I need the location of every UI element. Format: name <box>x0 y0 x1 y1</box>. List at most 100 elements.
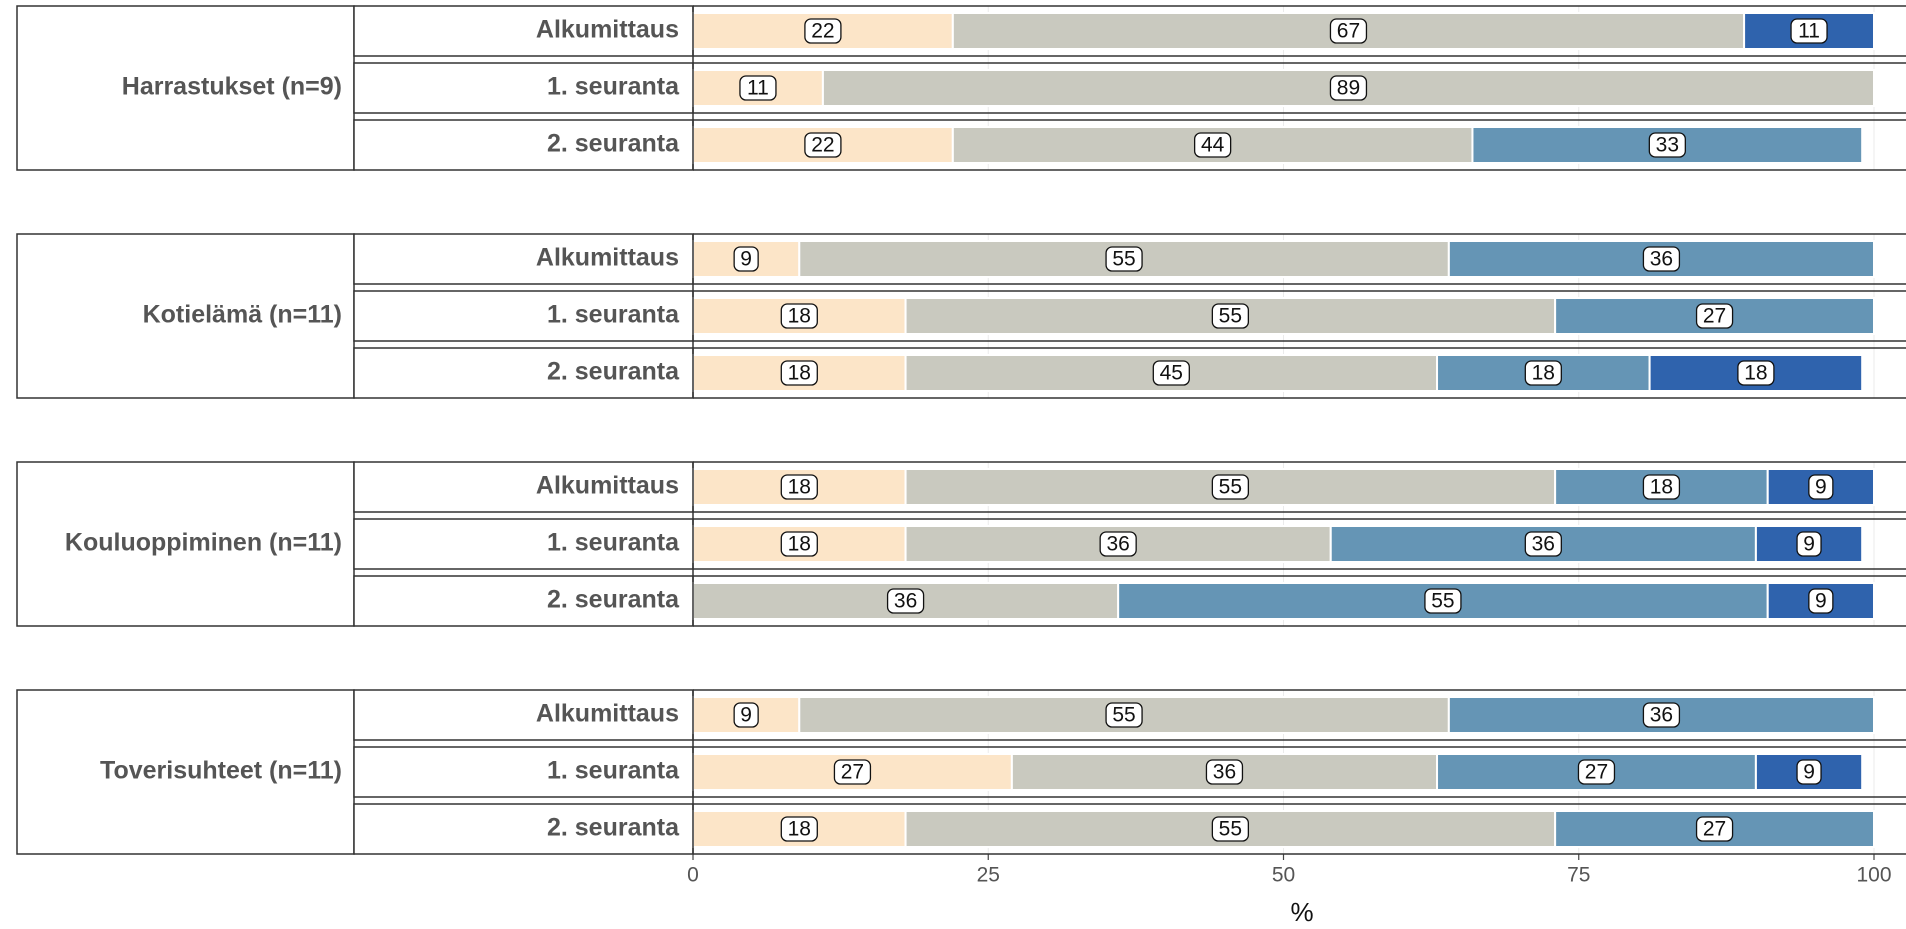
row-strip <box>353 518 694 570</box>
data-label: 36 <box>1650 704 1673 727</box>
group-label: Kouluoppiminen (n=11) <box>65 529 342 557</box>
row-label: Alkumittaus <box>536 472 679 500</box>
data-label: 11 <box>747 77 769 100</box>
data-label: 27 <box>1703 818 1726 841</box>
data-label: 18 <box>1744 362 1767 385</box>
data-label: 67 <box>1337 20 1360 43</box>
data-label-box <box>1205 759 1244 785</box>
data-label: 44 <box>1201 134 1225 157</box>
data-label-box <box>1211 303 1250 329</box>
data-label-box <box>1211 474 1250 500</box>
data-label-box <box>1790 18 1828 44</box>
data-label: 9 <box>740 248 752 271</box>
row-label: Alkumittaus <box>536 700 679 728</box>
data-label-box <box>1695 816 1734 842</box>
row-label: 1. seuranta <box>547 301 680 329</box>
data-label-box <box>1642 474 1681 500</box>
data-label-box <box>1737 360 1775 386</box>
data-label-box <box>739 75 777 101</box>
data-label-box <box>1524 531 1562 557</box>
data-label-box <box>1796 759 1822 785</box>
row-label: 2. seuranta <box>547 130 680 158</box>
data-label: 89 <box>1337 77 1360 100</box>
x-tick-label: 100 <box>1856 864 1891 887</box>
data-label: 27 <box>1703 305 1726 328</box>
x-tick-label: 50 <box>1272 864 1295 887</box>
data-label-box <box>833 759 872 785</box>
data-label-box <box>1808 474 1834 500</box>
data-label: 9 <box>1803 761 1815 784</box>
row-strip <box>353 62 694 114</box>
data-label-box <box>886 588 925 614</box>
data-label: 55 <box>1219 818 1242 841</box>
data-label: 33 <box>1656 134 1679 157</box>
data-label: 55 <box>1112 248 1135 271</box>
group-label: Kotielämä (n=11) <box>143 301 342 329</box>
data-label: 36 <box>1213 761 1236 784</box>
row-strip <box>353 803 694 855</box>
group-strip <box>16 689 355 855</box>
data-label-box <box>1642 702 1681 728</box>
data-label: 55 <box>1431 590 1454 613</box>
row-strip <box>353 746 694 798</box>
row-label: Alkumittaus <box>536 244 679 272</box>
data-label: 22 <box>811 20 834 43</box>
x-tick-label: 75 <box>1567 864 1590 887</box>
row-label: 1. seuranta <box>547 73 680 101</box>
group-strip <box>16 233 355 399</box>
data-label: 36 <box>1106 533 1129 556</box>
data-label-box <box>1796 531 1822 557</box>
data-label: 36 <box>1650 248 1673 271</box>
data-label-box <box>733 702 759 728</box>
data-label: 9 <box>1815 590 1827 613</box>
data-label: 22 <box>811 134 834 157</box>
data-label-box <box>1695 303 1734 329</box>
data-label-box <box>1193 132 1232 158</box>
data-label-box <box>1329 18 1368 44</box>
data-label: 18 <box>788 305 811 328</box>
group-label: Harrastukset (n=9) <box>122 73 342 101</box>
row-label: Alkumittaus <box>536 16 679 44</box>
data-label-box <box>1099 531 1137 557</box>
row-label: 2. seuranta <box>547 586 680 614</box>
row-label: 2. seuranta <box>547 358 680 386</box>
data-label-box <box>804 18 842 44</box>
data-label: 55 <box>1112 704 1135 727</box>
row-strip <box>353 290 694 342</box>
data-label-box <box>733 246 759 272</box>
data-label-box <box>1642 246 1681 272</box>
data-label: 18 <box>1650 476 1673 499</box>
data-label-box <box>780 531 818 557</box>
x-axis-title: % <box>1290 897 1313 927</box>
data-label: 27 <box>841 761 864 784</box>
data-label: 18 <box>788 533 811 556</box>
row-label: 2. seuranta <box>547 814 680 842</box>
row-strip <box>353 347 694 399</box>
x-tick-label: 0 <box>687 864 699 887</box>
data-label: 36 <box>894 590 917 613</box>
group-strip <box>16 5 355 171</box>
data-label: 55 <box>1219 476 1242 499</box>
data-label-box <box>1152 360 1190 386</box>
data-label-box <box>1211 816 1250 842</box>
group-strip <box>16 461 355 627</box>
row-strip <box>353 5 694 57</box>
data-label-box <box>1424 588 1462 614</box>
data-label-box <box>780 303 818 329</box>
data-label-box <box>1648 132 1686 158</box>
data-label: 11 <box>1798 20 1820 43</box>
row-label: 1. seuranta <box>547 529 680 557</box>
data-label-box <box>1105 246 1143 272</box>
row-strip <box>353 233 694 285</box>
data-label-box <box>780 360 818 386</box>
data-label-box <box>780 474 818 500</box>
data-label-box <box>1577 759 1616 785</box>
data-label: 18 <box>788 818 811 841</box>
data-label: 27 <box>1585 761 1608 784</box>
data-label-box <box>1329 75 1368 101</box>
data-label: 9 <box>1803 533 1815 556</box>
data-label: 9 <box>740 704 752 727</box>
data-label-box <box>780 816 818 842</box>
data-label-box <box>1105 702 1143 728</box>
